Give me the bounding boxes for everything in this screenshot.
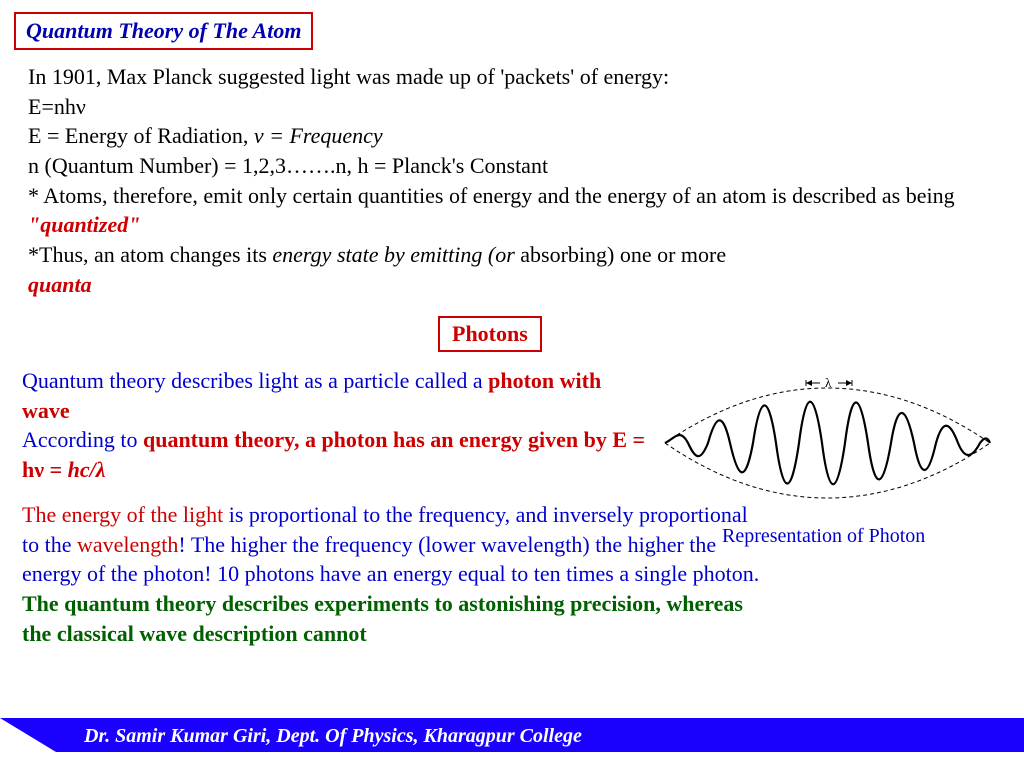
- text-line: n (Quantum Number) = 1,2,3…….n, h = Plan…: [28, 153, 548, 178]
- text-frequency: v = Frequency: [254, 123, 383, 148]
- photon-figure: λ: [660, 378, 995, 508]
- footer-text: Dr. Samir Kumar Giri, Dept. Of Physics, …: [84, 725, 582, 748]
- text-line: In 1901, Max Planck suggested light was …: [28, 64, 669, 89]
- text-wavelength: wavelength: [77, 532, 178, 557]
- footer-triangle: [0, 718, 56, 752]
- text-quanta: quanta: [28, 272, 92, 297]
- text-quantized: "quantized": [28, 212, 140, 237]
- paragraph-planck: In 1901, Max Planck suggested light was …: [28, 62, 988, 300]
- text-line: *Thus, an atom changes its: [28, 242, 272, 267]
- footer: Dr. Samir Kumar Giri, Dept. Of Physics, …: [0, 718, 1024, 752]
- text-line: E = Energy of Radiation,: [28, 123, 254, 148]
- lambda-label: λ: [825, 378, 832, 390]
- text-line: as a particle called a: [299, 368, 488, 393]
- text-emit: energy state by emitting (or: [272, 242, 520, 267]
- page-title: Quantum Theory of The Atom: [14, 12, 313, 50]
- text-line: Quantum theory describes light: [22, 368, 299, 393]
- text-line: * Atoms, therefore, emit only certain qu…: [28, 183, 955, 208]
- photons-heading: Photons: [438, 316, 542, 352]
- text-line: The energy of the light: [22, 502, 229, 527]
- paragraph-photon-def: Quantum theory describes light as a part…: [22, 366, 652, 485]
- text-line: absorbing) one or more: [520, 242, 726, 267]
- photon-caption: Representation of Photon: [722, 525, 925, 548]
- text-line: According to: [22, 427, 143, 452]
- text-hclambda: hc/λ: [68, 457, 106, 482]
- text-line: E=nhν: [28, 94, 86, 119]
- text-precision: The quantum theory describes experiments…: [22, 591, 743, 646]
- paragraph-energy: The energy of the light is proportional …: [22, 500, 762, 648]
